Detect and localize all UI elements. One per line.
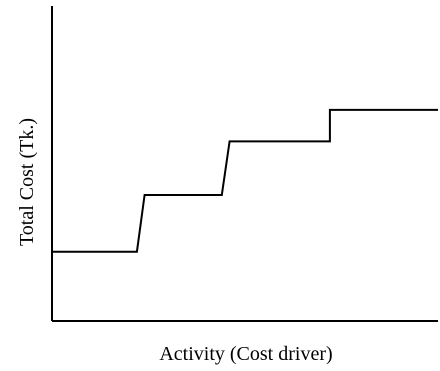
step-cost-line-1 — [52, 108, 438, 253]
plot-area — [51, 6, 438, 322]
y-axis-label: Total Cost (Tk.) — [16, 118, 38, 246]
x-axis-label: Activity (Cost driver) — [159, 343, 332, 365]
